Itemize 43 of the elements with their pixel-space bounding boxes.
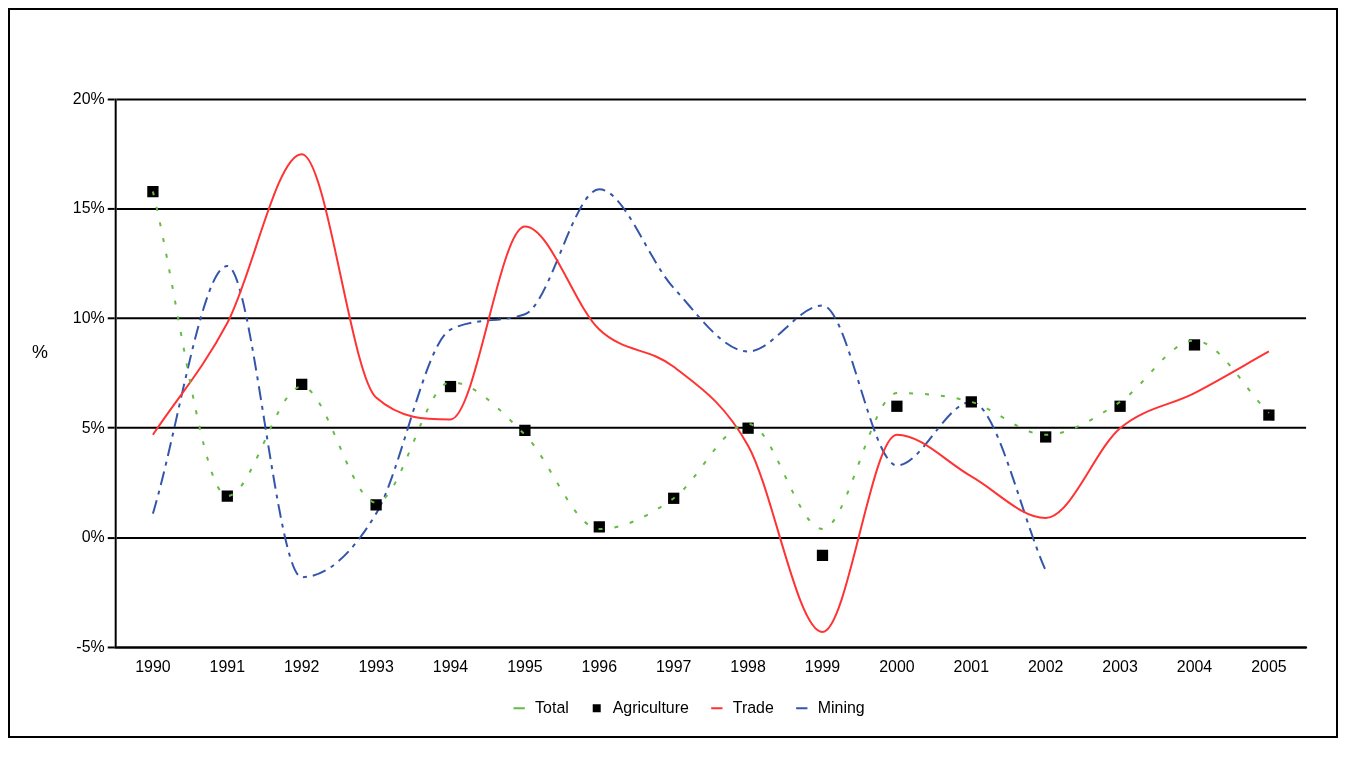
x-tick-label: 1994: [432, 658, 469, 676]
point: [1263, 409, 1275, 421]
line-series: [151, 153, 1270, 633]
x-tick-label: 1998: [730, 658, 766, 676]
point: [891, 400, 903, 412]
x-tick-label: 1995: [507, 658, 543, 676]
legend-label: Total: [535, 698, 569, 716]
x-tick-label: 1996: [581, 658, 618, 676]
x-tick-label: 2003: [1102, 658, 1138, 676]
x-tick-label: 2000: [879, 658, 915, 676]
point: [147, 185, 159, 198]
point: [816, 549, 829, 561]
legend-label: Mining: [817, 698, 865, 716]
y-tick-label: -5%: [76, 637, 105, 655]
point: [1040, 431, 1052, 443]
point: [370, 499, 382, 511]
x-tick-label: 1997: [655, 658, 692, 676]
legend-label: Trade: [732, 698, 774, 716]
legend-label: Agriculture: [612, 698, 690, 716]
point: [1114, 400, 1126, 412]
line-series: [151, 188, 1047, 579]
x-tick-label: 1991: [209, 658, 246, 676]
y-tick-label: 20%: [72, 89, 105, 107]
y-tick-label: 10%: [72, 309, 105, 326]
x-tick-label: 1999: [804, 658, 841, 676]
point: [221, 490, 233, 502]
x-tick-label: 2002: [1027, 658, 1064, 676]
y-tick-label: 5%: [81, 418, 105, 436]
point: [965, 396, 977, 408]
x-tick-label: 1992: [283, 658, 320, 676]
y-tick-label: 15%: [72, 199, 105, 217]
y-axis-title: %: [31, 342, 48, 363]
point: [519, 424, 531, 436]
point: [296, 378, 308, 390]
x-tick-label: 2004: [1176, 658, 1213, 676]
x-tick-label: 2005: [1251, 658, 1287, 676]
point: [444, 380, 457, 393]
x-tick-label: 2001: [953, 658, 990, 676]
y-tick-label: 0%: [81, 528, 105, 546]
x-tick-label: 1990: [135, 658, 171, 676]
x-tick-label: 1993: [358, 658, 394, 676]
point: [742, 422, 754, 434]
point: [1188, 339, 1201, 351]
